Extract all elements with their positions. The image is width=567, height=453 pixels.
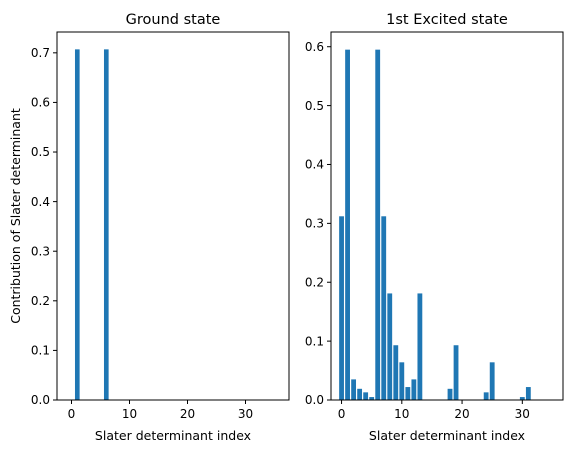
excited-state-ytick-label: 0.0 bbox=[305, 393, 324, 407]
excited-state-ytick-label: 0.1 bbox=[305, 334, 324, 348]
excited-state-bar-8 bbox=[387, 293, 393, 400]
excited-state-xtick-label: 0 bbox=[338, 407, 346, 421]
excited-state-title: 1st Excited state bbox=[386, 12, 508, 28]
excited-state-bar-19 bbox=[453, 345, 459, 400]
ground-state-bar-1 bbox=[74, 49, 80, 401]
ground-state-ytick-label: 0.4 bbox=[31, 195, 50, 209]
ground-state-ytick-label: 0.6 bbox=[31, 96, 50, 110]
ground-state-ylabel: Contribution of Slater determinant bbox=[8, 108, 23, 324]
ground-state-ytick-label: 0.1 bbox=[31, 344, 50, 358]
excited-state-panel: 0.0 0.1 0.2 0.3 0.4 0.5 0.6 0 10 20 30 1st Excited … bbox=[305, 12, 564, 443]
ground-state-plot-frame bbox=[56, 31, 290, 401]
ground-state-ytick-label: 0.2 bbox=[31, 294, 50, 308]
ground-state-ytick-label: 0.3 bbox=[31, 244, 50, 258]
ground-state-ytick-label: 0.7 bbox=[31, 46, 50, 60]
excited-state-ytick-label: 0.3 bbox=[305, 217, 324, 231]
excited-state-ytick-label: 0.2 bbox=[305, 275, 324, 289]
excited-state-bar-9 bbox=[393, 345, 399, 400]
ground-state-xlabel: Slater determinant index bbox=[95, 428, 251, 443]
excited-state-xtick-label: 30 bbox=[515, 407, 530, 421]
ground-state-xtick-label: 20 bbox=[180, 407, 195, 421]
excited-state-bar-10 bbox=[399, 362, 405, 400]
excited-state-ytick-label: 0.6 bbox=[305, 40, 324, 54]
excited-state-bar-13 bbox=[417, 293, 423, 400]
excited-state-bar-6 bbox=[375, 49, 381, 400]
ground-state-bar-6 bbox=[103, 49, 109, 401]
excited-state-plot-frame bbox=[330, 31, 564, 401]
excited-state-xlabel: Slater determinant index bbox=[369, 428, 525, 443]
excited-state-bar-3 bbox=[357, 388, 363, 400]
excited-state-bar-30 bbox=[519, 397, 525, 400]
excited-state-bar-24 bbox=[483, 392, 489, 400]
excited-state-bar-0 bbox=[339, 216, 344, 400]
excited-state-bar-31 bbox=[525, 387, 531, 400]
excited-state-bar-2 bbox=[351, 379, 357, 400]
ground-state-ytick-label: 0.0 bbox=[31, 393, 50, 407]
excited-state-ytick-label: 0.4 bbox=[305, 158, 324, 172]
excited-state-bar-7 bbox=[381, 216, 387, 400]
excited-state-xtick-label: 20 bbox=[454, 407, 469, 421]
ground-state-xtick-label: 10 bbox=[122, 407, 137, 421]
ground-state-xtick-label: 0 bbox=[68, 407, 76, 421]
excited-state-bar-5 bbox=[369, 397, 375, 400]
excited-state-bar-18 bbox=[447, 388, 453, 400]
excited-state-bar-12 bbox=[411, 379, 417, 400]
excited-state-bar-4 bbox=[363, 392, 369, 400]
excited-state-bar-25 bbox=[489, 362, 495, 400]
excited-state-bar-1 bbox=[345, 49, 350, 400]
excited-state-xtick-label: 10 bbox=[394, 407, 409, 421]
ground-state-title: Ground state bbox=[126, 12, 221, 28]
ground-state-ytick-label: 0.5 bbox=[31, 145, 50, 159]
ground-state-xtick-label: 30 bbox=[238, 407, 253, 421]
excited-state-ytick-label: 0.5 bbox=[305, 99, 324, 113]
excited-state-bar-11 bbox=[405, 387, 411, 400]
ground-state-panel: 0.0 0.1 0.2 0.3 0.4 0.5 0.6 0.7 0 10 20 30 Ground st… bbox=[8, 12, 290, 443]
